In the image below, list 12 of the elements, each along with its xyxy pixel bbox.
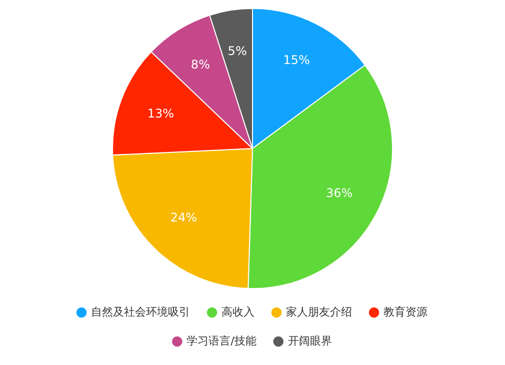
- data-label: 36%: [326, 186, 353, 200]
- data-label: 5%: [228, 44, 247, 58]
- legend-label: 开阔眼界: [288, 334, 332, 348]
- legend-label: 教育资源: [384, 305, 428, 318]
- data-label: 24%: [170, 210, 198, 224]
- data-label: 8%: [190, 58, 210, 72]
- legend-label: 高收入: [222, 305, 254, 318]
- data-label: 15%: [283, 53, 310, 68]
- legend-label: 家人朋友介绍: [286, 305, 352, 318]
- data-label: 13%: [147, 106, 174, 120]
- legend-label: 学习语言/技能: [186, 334, 256, 348]
- legend-label: 自然及社会环境吸引: [91, 305, 190, 318]
